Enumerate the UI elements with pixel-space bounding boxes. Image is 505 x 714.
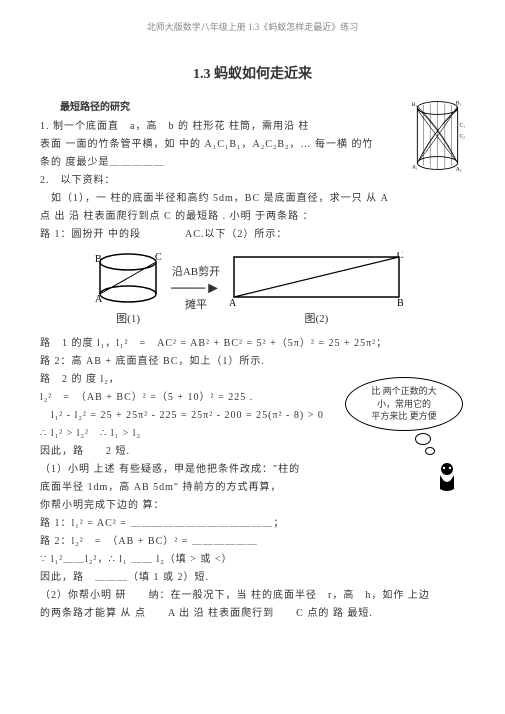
- svg-text:B: B: [95, 254, 102, 265]
- diagram-row: B C A 图(1) 沿AB剪开 ───► 摊平 C A B 图(2): [40, 252, 465, 326]
- doc-title: 1.3 蚂蚁如何走近来: [40, 63, 465, 83]
- small-cylinder: B C A 图(1): [93, 252, 163, 326]
- para-5: 如（1），一 柱的底面半径和高约 5dm，BC 是底面直径，求一只 从 A: [40, 191, 465, 206]
- svg-text:B₂: B₂: [456, 100, 462, 106]
- para-17: 你帮小明完成下边的 算：: [40, 498, 465, 513]
- svg-text:A₁: A₁: [412, 165, 418, 171]
- svg-text:C: C: [397, 252, 404, 261]
- para-21: 因此，路 ＿＿＿（填 1 或 2）短.: [40, 570, 465, 585]
- para-6: 点 出 沿 柱表面爬行到点 C 的最短路 . 小明 于两条路 ：: [40, 209, 465, 224]
- para-20: ∵ l₁²＿＿l₂²，∴ l₁ ＿＿ l₂（填 > 或 <）: [40, 552, 465, 567]
- svg-text:A: A: [95, 294, 103, 305]
- para-23: 的两条路才能算 从 点 A 出 沿 柱表面爬行到 C 点的 路 最短.: [40, 606, 465, 621]
- para-18: 路 1：l₁² = AC² = ＿＿＿＿＿＿＿＿＿＿＿＿＿；: [40, 516, 465, 531]
- para-3: 条的 度最少是＿＿＿＿＿: [40, 155, 465, 170]
- svg-text:B₁: B₁: [412, 102, 418, 108]
- subtitle: 最短路径的研究: [60, 98, 465, 113]
- page-header: 北师大版数学八年级上册 1.3《蚂蚁怎样走最近》练习: [40, 20, 465, 33]
- cylinder-figure: B₁ B₂ C₁ C₂ A₁ A₂: [410, 98, 465, 173]
- arrow-label: 沿AB剪开 ───► 摊平: [171, 266, 221, 312]
- para-8: 路 1 的度 l₁，l₁² = AC² = AB² + BC² = 5² +（5…: [40, 336, 465, 351]
- svg-text:A₂: A₂: [456, 166, 462, 172]
- svg-text:A: A: [229, 298, 237, 307]
- svg-text:C₁: C₁: [460, 122, 466, 128]
- svg-text:C: C: [155, 252, 162, 263]
- thought-bubble: 比 两个正数的大 小，常用它的 平方来比 更方便: [345, 377, 465, 497]
- para-22: （2）你帮小明 研 纳：在一般况下，当 柱的底面半径 r，高 h，如作 上边: [40, 588, 465, 603]
- fig1-label: 图(1): [93, 310, 163, 326]
- para-2: 表面 一面的竹条管平横，如 中的 A₁C₁B₁，A₂C₂B₂，… 每一横 的竹: [40, 137, 465, 152]
- para-9: 路 2：高 AB + 底面直径 BC，如上（1）所示.: [40, 354, 465, 369]
- para-1: 1. 制一个底面直 a，高 b 的 柱形花 柱筒，需用沿 柱: [40, 119, 465, 134]
- svg-text:C₂: C₂: [460, 133, 466, 139]
- rectangle-figure: C A B 图(2): [229, 252, 404, 326]
- para-4: 2. 以下资料：: [40, 173, 465, 188]
- svg-text:B: B: [397, 298, 404, 307]
- para-7: 路 1：圆扮开 中的段 AC.以下（2）所示：: [40, 227, 465, 242]
- fig2-label: 图(2): [229, 310, 404, 326]
- thinker-icon: [345, 459, 465, 497]
- para-19: 路 2：l₂² = （AB + BC）² = ＿＿＿＿＿＿: [40, 534, 465, 549]
